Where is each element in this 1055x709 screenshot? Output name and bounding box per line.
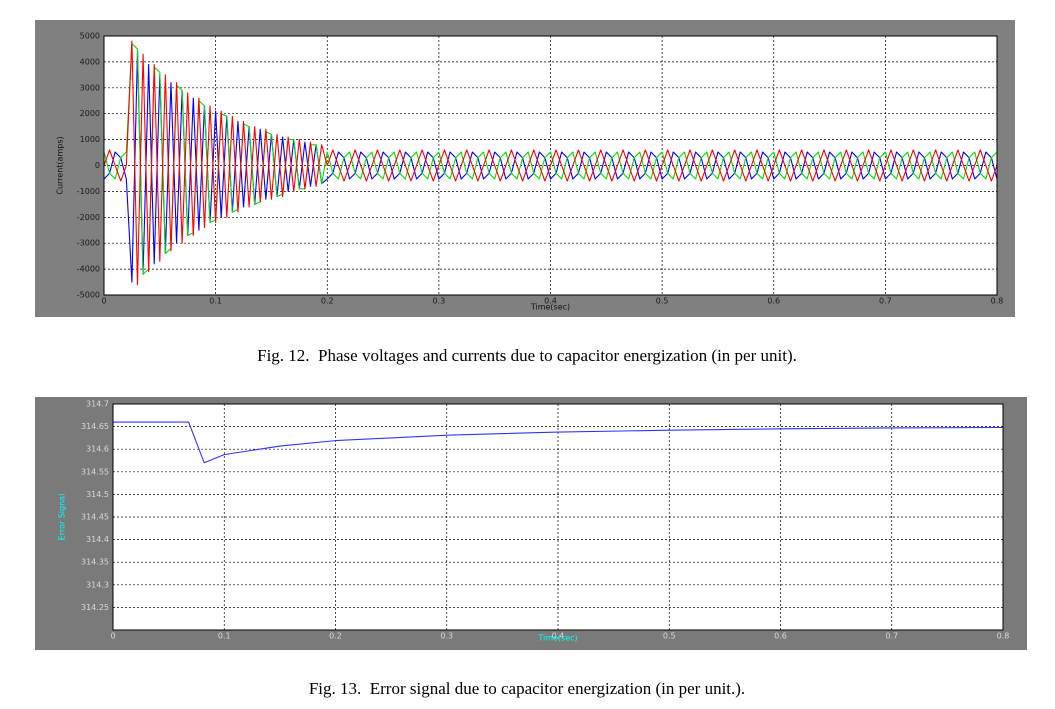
y-tick-label: 4000 <box>80 57 100 66</box>
y-tick-label: 314.55 <box>81 467 109 476</box>
x-tick-label: 0.6 <box>767 297 780 306</box>
y-tick-label: 314.7 <box>86 400 109 409</box>
y-tick-label: -4000 <box>77 265 100 274</box>
x-tick-label: 0 <box>110 632 115 641</box>
plot-border <box>112 403 1004 631</box>
y-tick-label: 314.6 <box>86 445 109 454</box>
y-tick-label: 314.25 <box>81 603 109 612</box>
y-tick-label: 5000 <box>80 32 100 41</box>
x-tick-label: 0.1 <box>209 297 222 306</box>
y-tick-label: -1000 <box>77 187 100 196</box>
y-axis-label: Error Signal <box>58 494 67 541</box>
x-tick-label: 0.1 <box>218 632 231 641</box>
x-tick-label: 0.3 <box>440 632 453 641</box>
x-tick-label: 0.2 <box>321 297 334 306</box>
data-line <box>103 40 998 286</box>
x-tick-label: 0.6 <box>774 632 787 641</box>
x-tick-label: 0.8 <box>991 297 1004 306</box>
caption: Fig. 12. Phase voltages and currents due… <box>257 346 797 365</box>
x-tick-label: 0.4 <box>544 297 557 306</box>
x-tick-label: 0.3 <box>433 297 446 306</box>
x-tick-label: 0.4 <box>552 632 565 641</box>
data-line <box>113 421 1004 464</box>
y-tick-label: 314.35 <box>81 558 109 567</box>
x-tick-label: 0.5 <box>663 632 676 641</box>
x-tick-label: 0.7 <box>885 632 898 641</box>
y-tick-label: 2000 <box>80 109 100 118</box>
y-tick-label: -2000 <box>77 213 100 222</box>
x-tick-label: 0.7 <box>879 297 892 306</box>
y-tick-label: 314.45 <box>81 513 109 522</box>
plot-border <box>103 35 998 296</box>
data-line <box>103 43 998 275</box>
y-axis-label: Current(amps) <box>56 136 65 194</box>
y-tick-label: 3000 <box>80 83 100 92</box>
x-tick-label: 0.5 <box>656 297 669 306</box>
x-tick-label: 0 <box>101 297 106 306</box>
y-tick-label: 314.65 <box>81 422 109 431</box>
x-tick-label: 0.2 <box>329 632 342 641</box>
x-tick-label: 0.8 <box>997 632 1010 641</box>
y-tick-label: 314.3 <box>86 580 109 589</box>
y-tick-label: 314.5 <box>86 490 109 499</box>
y-tick-label: 1000 <box>80 135 100 144</box>
y-tick-label: -5000 <box>77 291 100 300</box>
y-tick-label: 314.4 <box>86 535 109 544</box>
caption: Fig. 13. Error signal due to capacitor e… <box>309 679 745 698</box>
y-tick-label: -3000 <box>77 239 100 248</box>
x-axis-label: Time(sec) <box>537 634 577 643</box>
y-tick-label: 0 <box>95 161 100 170</box>
x-axis-label: Time(sec) <box>530 303 570 312</box>
